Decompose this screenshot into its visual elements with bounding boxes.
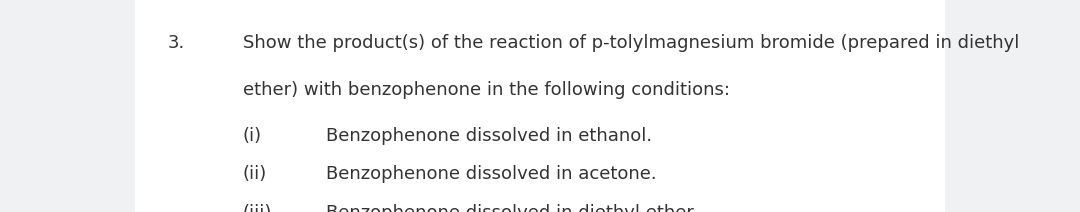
- Text: (i): (i): [243, 127, 262, 145]
- Text: Benzophenone dissolved in acetone.: Benzophenone dissolved in acetone.: [326, 165, 657, 183]
- Text: Benzophenone dissolved in diethyl ether.: Benzophenone dissolved in diethyl ether.: [326, 204, 698, 212]
- FancyBboxPatch shape: [135, 0, 945, 212]
- Text: (iii): (iii): [243, 204, 272, 212]
- Text: ether) with benzophenone in the following conditions:: ether) with benzophenone in the followin…: [243, 81, 730, 99]
- Text: Benzophenone dissolved in ethanol.: Benzophenone dissolved in ethanol.: [326, 127, 652, 145]
- Text: (ii): (ii): [243, 165, 267, 183]
- Text: 3.: 3.: [167, 34, 185, 52]
- Text: Show the product(s) of the reaction of p-tolylmagnesium bromide (prepared in die: Show the product(s) of the reaction of p…: [243, 34, 1020, 52]
